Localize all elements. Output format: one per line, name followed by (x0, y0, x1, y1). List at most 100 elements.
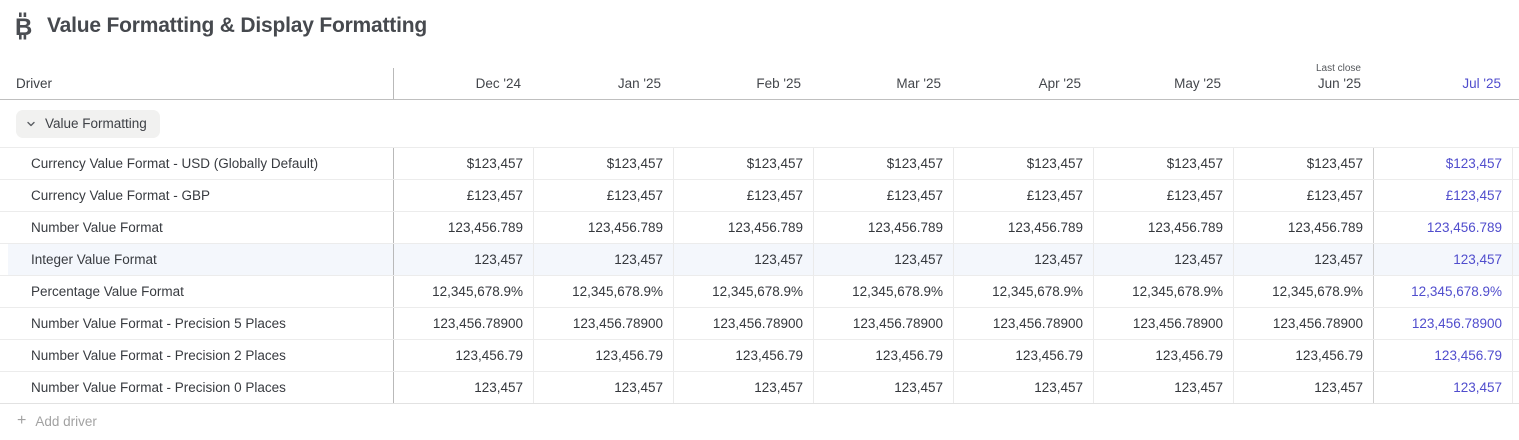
value-cell[interactable]: 123,456.79 (1233, 340, 1373, 371)
value-cell[interactable]: £123,457 (1373, 180, 1513, 211)
column-header-3: Feb '25 (673, 52, 813, 99)
column-header-5: Apr '25 (953, 52, 1093, 99)
value-cell[interactable]: 123,456.79 (1373, 340, 1513, 371)
value-cell[interactable]: 123,457 (1373, 372, 1513, 403)
section-label: Value Formatting (45, 116, 147, 131)
driver-label[interactable]: Number Value Format - Precision 5 Places (31, 316, 286, 331)
driver-row: Number Value Format - Precision 0 Places… (0, 372, 1519, 404)
value-cell[interactable]: $123,457 (813, 148, 953, 179)
value-cell[interactable]: 123,456.789 (393, 212, 533, 243)
value-cell[interactable]: 12,345,678.9% (1233, 276, 1373, 307)
row-filler (1513, 244, 1519, 275)
driver-row: Integer Value Format 123,457 123,457 123,45… (0, 244, 1519, 276)
value-cell[interactable]: £123,457 (1233, 180, 1373, 211)
value-cell[interactable]: 123,456.79 (673, 340, 813, 371)
driver-row: Currency Value Format - GBP £123,457 £123,… (0, 180, 1519, 212)
value-cell[interactable]: 123,456.789 (1093, 212, 1233, 243)
value-cell[interactable]: 123,456.79 (533, 340, 673, 371)
add-driver-label: Add driver (35, 413, 97, 429)
value-cell[interactable]: 123,456.789 (1233, 212, 1373, 243)
value-cell[interactable]: 123,457 (673, 244, 813, 275)
driver-label[interactable]: Number Value Format - Precision 0 Places (31, 380, 286, 395)
driver-table: Driver Dec '24 Jan '25 Feb '25 Mar '25 Apr '… (0, 52, 1519, 438)
value-cell[interactable]: 123,457 (393, 372, 533, 403)
value-cell[interactable]: 123,456.789 (533, 212, 673, 243)
value-cell[interactable]: 123,456.78900 (1093, 308, 1233, 339)
value-cell[interactable]: 12,345,678.9% (1093, 276, 1233, 307)
driver-label[interactable]: Number Value Format (31, 220, 163, 235)
value-cell[interactable]: 123,456.789 (1373, 212, 1513, 243)
value-cell[interactable]: 123,456.79 (1093, 340, 1233, 371)
value-cell[interactable]: 123,457 (953, 244, 1093, 275)
value-cell[interactable]: £123,457 (393, 180, 533, 211)
value-cell[interactable]: 123,456.789 (813, 212, 953, 243)
value-cell[interactable]: 12,345,678.9% (1373, 276, 1513, 307)
value-cell[interactable]: £123,457 (533, 180, 673, 211)
driver-column-header: Driver (16, 76, 52, 91)
value-cell[interactable]: 123,457 (1233, 244, 1373, 275)
value-cell[interactable]: 123,456.78900 (673, 308, 813, 339)
column-headers: Dec '24 Jan '25 Feb '25 Mar '25 Apr '25 May '… (393, 52, 1513, 99)
section-toggle-value-formatting[interactable]: Value Formatting (16, 109, 160, 138)
bitcoin-icon: B (12, 12, 34, 40)
value-cell[interactable]: $123,457 (393, 148, 533, 179)
value-cell[interactable]: 123,457 (533, 372, 673, 403)
column-label: Feb '25 (756, 76, 801, 91)
row-filler (1513, 372, 1519, 403)
value-cell[interactable]: $123,457 (1373, 148, 1513, 179)
value-cell[interactable]: 123,456.789 (953, 212, 1093, 243)
value-cell[interactable]: 12,345,678.9% (953, 276, 1093, 307)
driver-label[interactable]: Currency Value Format - GBP (31, 188, 211, 203)
section-row: Value Formatting (0, 100, 1519, 148)
driver-label[interactable]: Number Value Format - Precision 2 Places (31, 348, 286, 363)
value-cell[interactable]: 123,457 (953, 372, 1093, 403)
value-cell[interactable]: 123,457 (813, 372, 953, 403)
value-cell[interactable]: 123,457 (1093, 372, 1233, 403)
page-title: Value Formatting & Display Formatting (47, 14, 427, 37)
column-label: May '25 (1174, 76, 1221, 91)
value-cell[interactable]: $123,457 (1233, 148, 1373, 179)
driver-row: Number Value Format - Precision 5 Places… (0, 308, 1519, 340)
value-cell[interactable]: 123,457 (533, 244, 673, 275)
value-cell[interactable]: $123,457 (953, 148, 1093, 179)
driver-label[interactable]: Currency Value Format - USD (Globally De… (31, 156, 319, 171)
column-label: Jun '25 (1317, 76, 1361, 91)
value-cell[interactable]: 123,457 (1093, 244, 1233, 275)
value-cell[interactable]: 12,345,678.9% (813, 276, 953, 307)
column-header-4: Mar '25 (813, 52, 953, 99)
value-cell[interactable]: $123,457 (673, 148, 813, 179)
value-cell[interactable]: 123,456.789 (673, 212, 813, 243)
value-cell[interactable]: £123,457 (953, 180, 1093, 211)
row-filler (1513, 308, 1519, 339)
value-cell[interactable]: 123,457 (813, 244, 953, 275)
row-filler (1513, 212, 1519, 243)
value-cell[interactable]: $123,457 (1093, 148, 1233, 179)
value-cell[interactable]: 123,457 (1373, 244, 1513, 275)
chevron-down-icon (26, 119, 36, 129)
value-cell[interactable]: £123,457 (813, 180, 953, 211)
value-cell[interactable]: $123,457 (533, 148, 673, 179)
value-cell[interactable]: 123,456.79 (813, 340, 953, 371)
value-cell[interactable]: 123,457 (393, 244, 533, 275)
value-cell[interactable]: £123,457 (673, 180, 813, 211)
add-driver-button[interactable]: + Add driver (0, 404, 1519, 438)
value-cell[interactable]: 123,456.79 (393, 340, 533, 371)
value-cell[interactable]: 12,345,678.9% (393, 276, 533, 307)
value-cell[interactable]: 123,456.79 (953, 340, 1093, 371)
value-cell[interactable]: 123,456.78900 (1233, 308, 1373, 339)
driver-label[interactable]: Percentage Value Format (31, 284, 184, 299)
value-cell[interactable]: 123,457 (673, 372, 813, 403)
value-cell[interactable]: 123,456.78900 (1373, 308, 1513, 339)
table-header: Driver Dec '24 Jan '25 Feb '25 Mar '25 Apr '… (0, 52, 1519, 100)
value-cell[interactable]: 12,345,678.9% (533, 276, 673, 307)
table-body: Currency Value Format - USD (Globally De… (0, 148, 1519, 404)
value-cell[interactable]: 123,456.78900 (533, 308, 673, 339)
value-cell[interactable]: 123,457 (1233, 372, 1373, 403)
column-label: Apr '25 (1038, 76, 1081, 91)
value-cell[interactable]: 123,456.78900 (813, 308, 953, 339)
driver-label[interactable]: Integer Value Format (31, 252, 157, 267)
value-cell[interactable]: 123,456.78900 (393, 308, 533, 339)
value-cell[interactable]: 123,456.78900 (953, 308, 1093, 339)
value-cell[interactable]: 12,345,678.9% (673, 276, 813, 307)
value-cell[interactable]: £123,457 (1093, 180, 1233, 211)
